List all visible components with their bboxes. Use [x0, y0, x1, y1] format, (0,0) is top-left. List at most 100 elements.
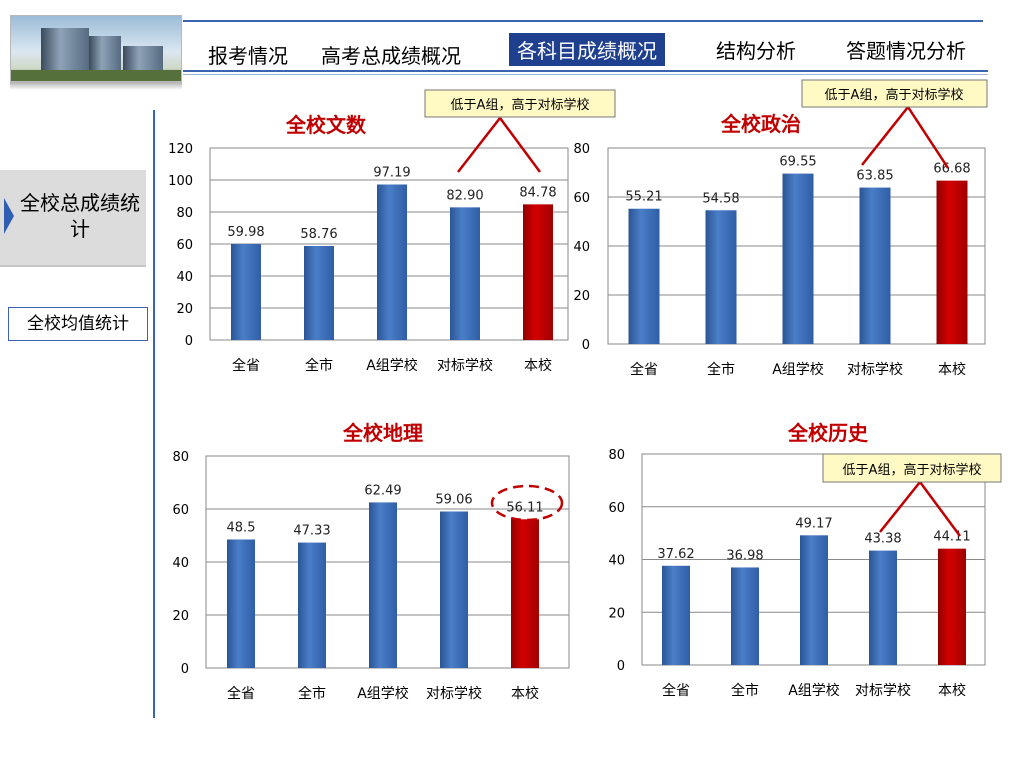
school-logo: [10, 15, 182, 82]
chart-title-geography: 全校地理: [342, 421, 423, 445]
annotation-text-history: 低于A组，高于对标学校: [843, 462, 982, 478]
x-tick-label: A组学校: [772, 361, 824, 378]
bar-math-2: [377, 184, 407, 340]
x-tick-label: 对标学校: [847, 361, 903, 378]
y-tick-label: 20: [176, 302, 193, 317]
data-label: 69.55: [779, 155, 816, 170]
y-tick-label: 0: [181, 662, 189, 677]
y-tick-label: 0: [582, 338, 590, 353]
y-tick-label: 20: [608, 606, 625, 621]
header: 报考情况 高考总成绩概况 各科目成绩概况 结构分析 答题情况分析: [0, 0, 1024, 110]
x-tick-label: 全市: [305, 357, 333, 374]
bar-math-0: [231, 244, 261, 340]
chart-title-politics: 全校政治: [720, 112, 801, 136]
header-line-bottom: [183, 70, 988, 72]
tab-structure-analysis[interactable]: 结构分析: [716, 39, 796, 63]
bar-history-4: [938, 548, 966, 665]
x-tick-label: 对标学校: [426, 685, 482, 702]
bar-math-3: [450, 207, 480, 340]
y-tick-label: 40: [608, 554, 625, 569]
data-label: 37.62: [657, 547, 694, 562]
y-tick-label: 60: [172, 503, 189, 518]
data-label: 56.11: [506, 500, 543, 515]
bar-history-3: [869, 550, 897, 665]
chart-geography: 全校地理 0 20 40 60 80 48.5 全省 47.33 全市 62.49 A组学校 59.06…: [172, 421, 570, 702]
annotation-line: [906, 106, 950, 169]
tab-subject-score[interactable]: 各科目成绩概况: [509, 33, 665, 66]
data-label: 36.98: [726, 548, 763, 563]
tab-answer-analysis[interactable]: 答题情况分析: [846, 39, 966, 63]
header-line-bottom-thin: [183, 74, 988, 75]
y-tick-label: 80: [573, 142, 590, 157]
y-tick-label: 80: [608, 448, 625, 463]
y-tick-label: 0: [185, 334, 193, 349]
annotation-box-history: [822, 453, 1002, 483]
header-line-top: [183, 20, 983, 22]
bar-history-1: [731, 567, 759, 665]
bar-geography-1: [298, 542, 326, 668]
x-tick-label: 全市: [707, 361, 735, 378]
x-tick-label: 全省: [662, 682, 690, 699]
y-tick-label: 80: [172, 450, 189, 465]
data-label: 48.5: [227, 520, 256, 535]
chart-politics: 全校政治 0 20 40 60 80 55.21 全省 54.58 全市 69.55 A组学校 63.8…: [573, 79, 988, 378]
mean-stats-button[interactable]: 全校均值统计: [8, 307, 148, 341]
y-tick-label: 40: [573, 240, 590, 255]
chart-title-math: 全校文数: [285, 113, 367, 137]
x-tick-label: 对标学校: [437, 357, 493, 374]
x-tick-label: 全省: [227, 685, 255, 702]
bar-geography-2: [369, 502, 397, 668]
y-tick-label: 80: [176, 206, 193, 221]
x-tick-label: 全市: [298, 685, 326, 702]
sidebar-section-label: 全校总成绩统计: [20, 191, 140, 241]
y-tick-label: 0: [617, 659, 625, 674]
x-tick-label: 对标学校: [855, 682, 911, 699]
x-tick-label: A组学校: [788, 682, 840, 699]
y-tick-label: 20: [172, 609, 189, 624]
bar-math-4: [523, 204, 553, 340]
annotation-line: [457, 117, 501, 173]
bar-politics-1: [705, 210, 737, 344]
bar-geography-3: [440, 511, 468, 668]
tab-registration[interactable]: 报考情况: [208, 44, 288, 68]
y-tick-label: 20: [573, 289, 590, 304]
bar-politics-0: [628, 208, 660, 344]
annotation-text-math: 低于A组，高于对标学校: [451, 97, 590, 113]
bar-math-1: [304, 245, 334, 340]
data-label: 44.11: [933, 530, 970, 545]
data-label: 54.58: [702, 191, 739, 206]
y-tick-label: 120: [168, 142, 193, 157]
data-label: 59.06: [435, 492, 472, 507]
y-tick-label: 60: [176, 238, 193, 253]
annotation-box-politics: [801, 79, 988, 108]
chart-history: 全校历史 0 20 40 60 80 37.62 全省 36.98 全市 49.17 A组学校 43.3…: [608, 421, 1002, 699]
data-label: 49.17: [795, 516, 832, 531]
chart-title-history: 全校历史: [787, 421, 869, 445]
data-label: 97.19: [373, 165, 410, 180]
annotation-line: [879, 481, 921, 533]
y-tick-label: 40: [176, 270, 193, 285]
x-tick-label: 本校: [524, 357, 552, 374]
highlight-ellipse: [490, 484, 564, 522]
x-tick-label: 全省: [630, 361, 658, 378]
x-tick-label: 本校: [938, 682, 966, 699]
data-label: 63.85: [856, 169, 893, 184]
data-label: 84.78: [519, 185, 556, 200]
chevron-right-icon: [4, 198, 14, 234]
data-label: 66.68: [933, 162, 970, 177]
x-tick-label: 本校: [511, 685, 539, 702]
x-tick-label: 全市: [731, 682, 759, 699]
content-divider: [153, 110, 155, 718]
annotation-line: [918, 481, 962, 537]
bar-history-0: [662, 565, 690, 665]
annotation-text-politics: 低于A组，高于对标学校: [825, 87, 964, 103]
x-tick-label: A组学校: [366, 357, 418, 374]
bar-politics-3: [859, 187, 891, 344]
bar-politics-2: [782, 173, 814, 344]
sidebar-section[interactable]: [0, 170, 146, 267]
chart-math: 全校文数 0 20 40 60 80 100 120 59.98 全省 58.76 全市 97.19 A组…: [168, 89, 616, 374]
y-tick-label: 40: [172, 556, 189, 571]
data-label: 58.76: [300, 227, 337, 242]
annotation-box-math: [424, 89, 616, 118]
tab-total-score[interactable]: 高考总成绩概况: [321, 44, 461, 68]
